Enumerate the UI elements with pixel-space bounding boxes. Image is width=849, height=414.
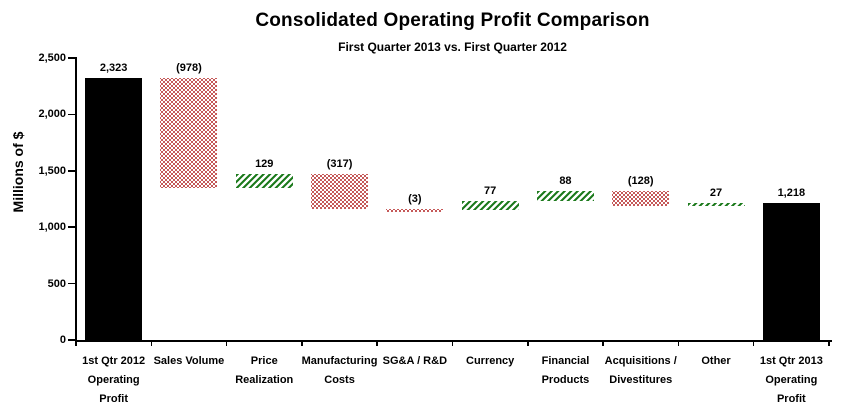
category-label-line: 1st Qtr 2012 — [82, 355, 146, 367]
category-label-line: Costs — [324, 374, 355, 386]
x-tick-mark — [451, 340, 454, 346]
category-label: SG&A / R&D — [369, 352, 461, 371]
bar — [386, 209, 444, 212]
bar-value-label: (3) — [408, 193, 422, 206]
category-label-line: SG&A / R&D — [382, 355, 448, 367]
y-tick-mark — [68, 113, 76, 116]
bar — [687, 202, 745, 206]
category-label-line: Operating — [87, 374, 140, 386]
y-tick-mark — [68, 170, 76, 172]
bar — [311, 173, 369, 210]
bar — [536, 191, 594, 202]
chart-subtitle: First Quarter 2013 vs. First Quarter 201… — [338, 40, 567, 54]
bar-value-label: 27 — [709, 186, 723, 199]
category-label: Other — [670, 352, 762, 371]
category-label: 1st Qtr 2012 Operating Profit — [68, 352, 160, 409]
bar — [612, 191, 670, 206]
category-label-line: Acquisitions / — [604, 355, 677, 367]
x-tick-mark — [527, 340, 529, 346]
chart-title: Consolidated Operating Profit Comparison — [255, 10, 650, 31]
category-label-line: Operating — [765, 374, 818, 386]
x-tick-mark — [828, 340, 830, 346]
x-tick-mark — [602, 340, 604, 346]
bar-value-label: (978) — [176, 61, 202, 74]
x-tick-mark — [301, 340, 303, 346]
bar — [160, 77, 218, 189]
bar-value-label: (317) — [326, 157, 353, 170]
x-tick-mark — [677, 340, 680, 346]
y-tick-label: 1,000 — [38, 221, 66, 234]
category-label: 1st Qtr 2013 Operating Profit — [745, 352, 837, 409]
x-tick-mark — [225, 340, 228, 346]
bar-value-label: 88 — [559, 175, 572, 188]
bar — [461, 201, 519, 210]
category-label: Acquisitions / Divestitures — [595, 352, 687, 390]
bar-value-label: 1,218 — [777, 186, 806, 199]
y-tick-label: 500 — [47, 277, 66, 290]
category-label-line: Profit — [99, 393, 129, 405]
bar — [762, 202, 820, 340]
y-tick-label: 0 — [59, 334, 66, 346]
category-label: Sales Volume — [143, 352, 235, 371]
bar — [235, 173, 293, 189]
x-tick-mark — [376, 340, 378, 346]
bar-value-label: 2,323 — [99, 61, 128, 74]
category-label-line: Other — [701, 355, 731, 367]
category-label-line: 1st Qtr 2013 — [759, 355, 823, 367]
x-tick-mark — [150, 340, 153, 346]
y-tick-mark — [68, 282, 76, 285]
y-tick-label: 2,000 — [38, 108, 66, 121]
category-label-line: Sales Volume — [153, 355, 225, 367]
category-label: Financial Products — [519, 352, 611, 390]
category-label-line: Products — [541, 374, 590, 386]
y-axis-line — [74, 57, 77, 342]
category-label-line: Manufacturing — [301, 355, 378, 367]
category-label: Currency — [444, 352, 536, 371]
category-label: Price Realization — [218, 352, 310, 390]
x-tick-mark — [75, 340, 77, 346]
bar — [85, 77, 143, 340]
y-tick-mark — [68, 57, 76, 59]
category-label-line: Currency — [466, 355, 515, 367]
x-tick-mark — [752, 340, 755, 346]
y-tick-label: 1,500 — [38, 164, 66, 177]
y-tick-mark — [68, 226, 76, 228]
category-label-line: Divestitures — [609, 374, 673, 386]
category-label-line: Profit — [776, 393, 806, 405]
category-label-line: Financial — [541, 355, 590, 367]
category-label: Manufacturing Costs — [293, 352, 385, 390]
category-label-line: Price — [250, 355, 278, 367]
bar-value-label: (128) — [627, 175, 654, 188]
bar-value-label: 77 — [484, 185, 497, 198]
y-tick-label: 2,500 — [38, 52, 66, 64]
y-tick-mark — [68, 339, 76, 341]
bar-value-label: 129 — [255, 157, 274, 170]
category-label-line: Realization — [235, 374, 294, 386]
